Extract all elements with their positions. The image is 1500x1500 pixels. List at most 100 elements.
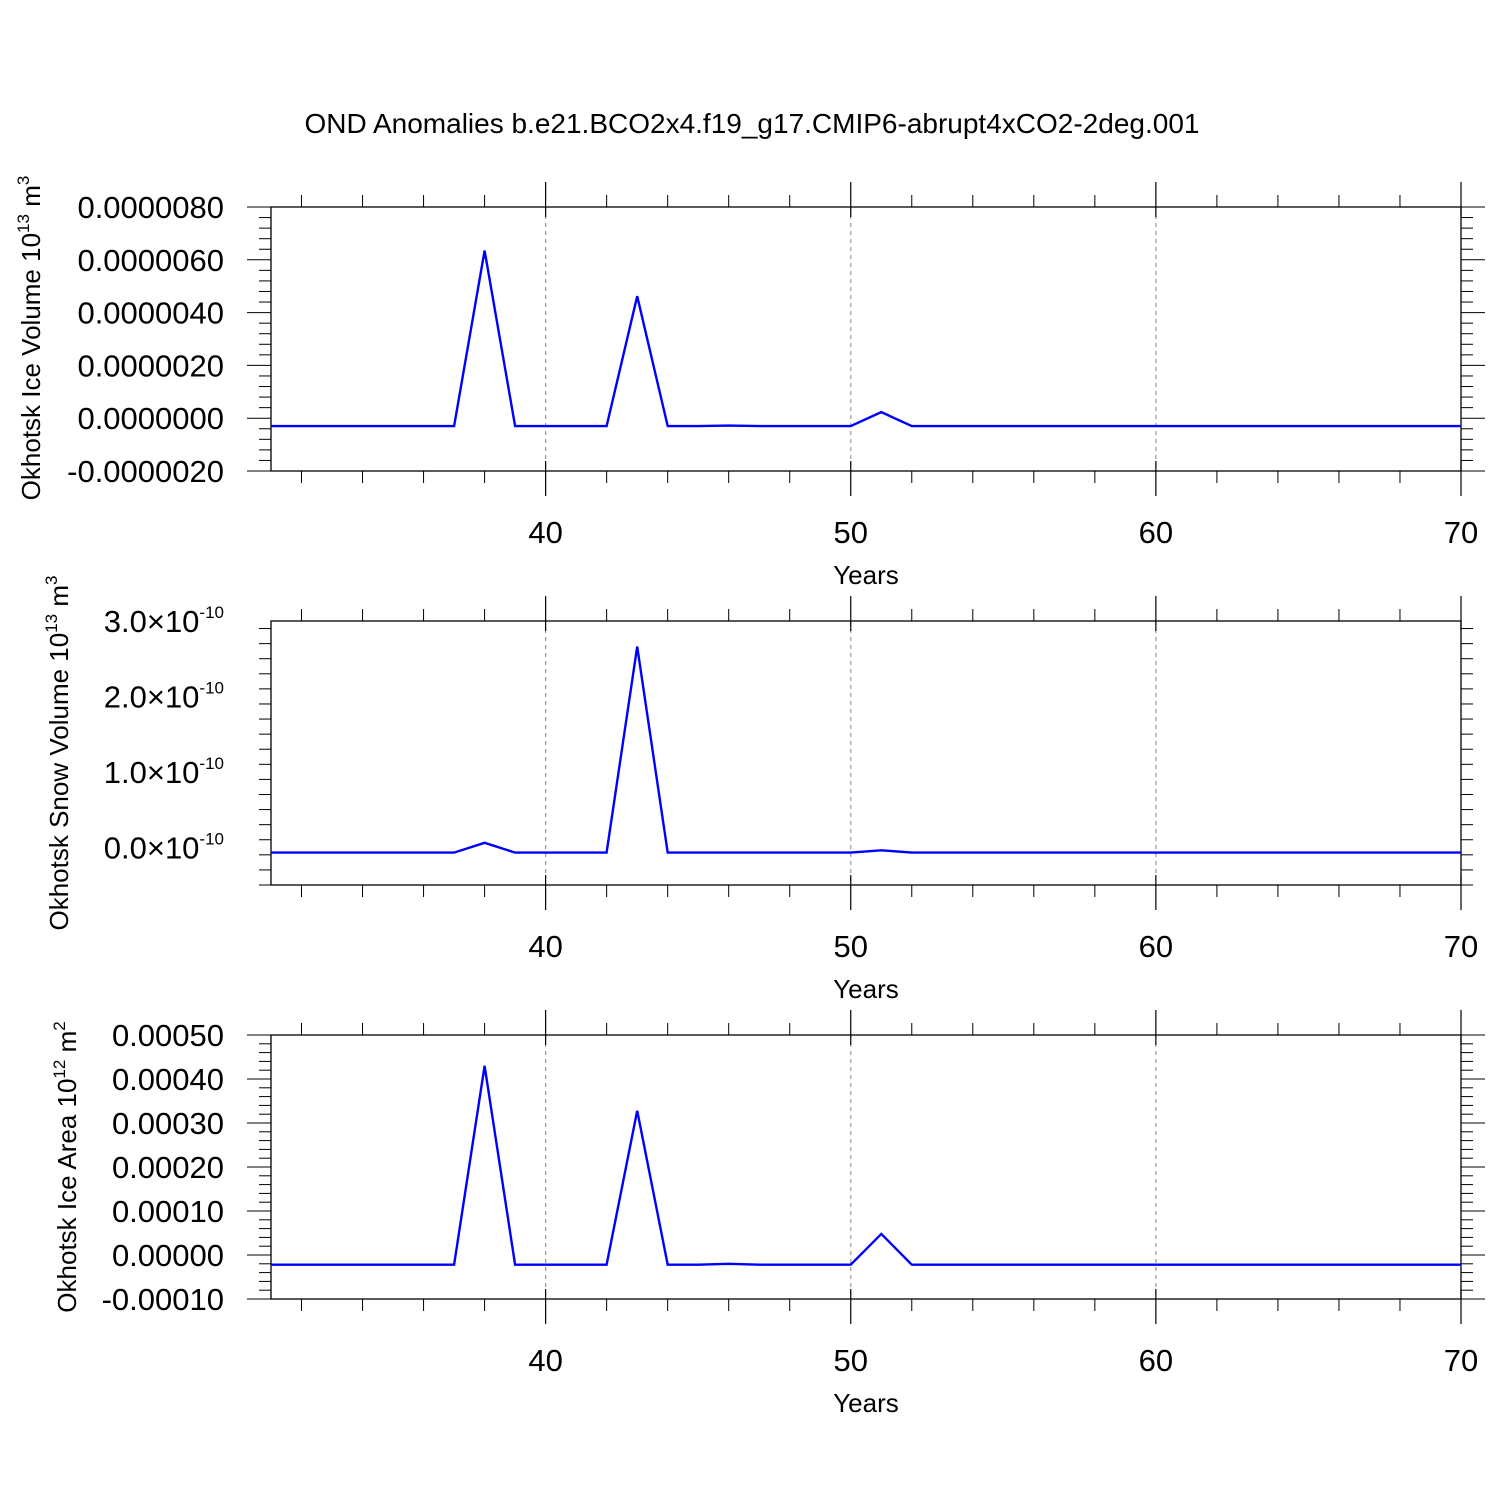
y-tick-label: 0.00020 bbox=[112, 1150, 224, 1185]
x-tick-label: 70 bbox=[1444, 515, 1478, 550]
data-point bbox=[1033, 851, 1035, 853]
data-point bbox=[911, 1264, 913, 1266]
data-point bbox=[300, 851, 302, 853]
x-tick-label: 70 bbox=[1444, 929, 1478, 964]
data-point bbox=[972, 1264, 974, 1266]
data-point bbox=[1307, 425, 1309, 427]
data-point bbox=[1307, 1264, 1309, 1266]
data-point bbox=[514, 425, 516, 427]
data-point bbox=[880, 1233, 882, 1235]
data-point bbox=[422, 425, 424, 427]
data-point bbox=[1399, 1264, 1401, 1266]
data-point bbox=[850, 425, 852, 427]
data-point bbox=[453, 1264, 455, 1266]
data-point bbox=[1155, 425, 1157, 427]
y-tick-label: 0.0×10-10 bbox=[104, 829, 224, 865]
data-point bbox=[667, 1264, 669, 1266]
data-point bbox=[1216, 851, 1218, 853]
x-tick-label: 50 bbox=[834, 1343, 868, 1378]
data-point bbox=[1002, 1264, 1004, 1266]
x-tick-label: 70 bbox=[1444, 1343, 1478, 1378]
data-point bbox=[636, 295, 638, 297]
x-axis-label: Years bbox=[833, 560, 899, 590]
data-point bbox=[392, 1264, 394, 1266]
data-point bbox=[1429, 1264, 1431, 1266]
panel-1: 40 50 60 70 Years -0.0000020 0.0000000 0.000002… bbox=[14, 176, 1485, 590]
data-point bbox=[1246, 425, 1248, 427]
data-point bbox=[1460, 851, 1462, 853]
data-point bbox=[453, 425, 455, 427]
data-point bbox=[1002, 425, 1004, 427]
data-point bbox=[361, 851, 363, 853]
data-point bbox=[1368, 851, 1370, 853]
data-point bbox=[575, 851, 577, 853]
data-point bbox=[514, 851, 516, 853]
x-tick-label: 60 bbox=[1139, 515, 1173, 550]
y-axis-label: Okhotsk Ice Area 1012 m2 bbox=[50, 1021, 82, 1312]
data-point bbox=[1338, 1264, 1340, 1266]
x-tick-label: 60 bbox=[1139, 1343, 1173, 1378]
data-point bbox=[758, 425, 760, 427]
data-point bbox=[392, 425, 394, 427]
data-point bbox=[697, 851, 699, 853]
data-point bbox=[575, 1264, 577, 1266]
data-point bbox=[636, 645, 638, 647]
data-point bbox=[850, 1264, 852, 1266]
data-point bbox=[1460, 425, 1462, 427]
data-point bbox=[789, 851, 791, 853]
data-point bbox=[1368, 1264, 1370, 1266]
data-point bbox=[1063, 425, 1065, 427]
data-point bbox=[972, 425, 974, 427]
data-point bbox=[819, 425, 821, 427]
x-axis-label: Years bbox=[833, 1388, 899, 1418]
data-point bbox=[667, 851, 669, 853]
data-point bbox=[728, 1263, 730, 1265]
data-point bbox=[300, 425, 302, 427]
data-point bbox=[1277, 425, 1279, 427]
data-point bbox=[1185, 425, 1187, 427]
y-tick-label: 0.0000040 bbox=[77, 296, 224, 331]
data-point bbox=[1338, 425, 1340, 427]
data-point bbox=[1216, 1264, 1218, 1266]
y-tick-label: -0.00010 bbox=[102, 1282, 224, 1317]
data-point bbox=[270, 1264, 272, 1266]
x-tick-label: 60 bbox=[1139, 929, 1173, 964]
x-tick-label: 50 bbox=[834, 929, 868, 964]
data-point bbox=[789, 425, 791, 427]
x-tick-label: 50 bbox=[834, 515, 868, 550]
data-point bbox=[1124, 425, 1126, 427]
data-point bbox=[544, 1264, 546, 1266]
data-point bbox=[667, 425, 669, 427]
data-point bbox=[911, 851, 913, 853]
data-point bbox=[911, 425, 913, 427]
data-point bbox=[331, 1264, 333, 1266]
plot-frame bbox=[270, 206, 1462, 472]
x-tick-label: 40 bbox=[528, 1343, 562, 1378]
data-point bbox=[544, 851, 546, 853]
data-point bbox=[605, 1264, 607, 1266]
data-point bbox=[1185, 1264, 1187, 1266]
data-point bbox=[1155, 1264, 1157, 1266]
y-tick-label: 0.00010 bbox=[112, 1194, 224, 1229]
y-tick-label: 0.0000020 bbox=[77, 348, 224, 383]
y-tick-label: 0.00040 bbox=[112, 1062, 224, 1097]
data-point bbox=[361, 425, 363, 427]
y-tick-label: 2.0×10-10 bbox=[104, 678, 224, 714]
data-point bbox=[361, 1264, 363, 1266]
data-point bbox=[819, 851, 821, 853]
data-point bbox=[697, 1264, 699, 1266]
y-tick-label: 0.00030 bbox=[112, 1106, 224, 1141]
data-point bbox=[728, 424, 730, 426]
data-point bbox=[1033, 1264, 1035, 1266]
data-point bbox=[1246, 1264, 1248, 1266]
data-point bbox=[1399, 425, 1401, 427]
y-axis-label: Okhotsk Snow Volume 1013 m3 bbox=[42, 576, 74, 931]
panel-3: 40 50 60 70 Years -0.00010 0.00000 0.00010 0.000… bbox=[50, 1010, 1485, 1418]
data-point bbox=[972, 851, 974, 853]
y-tick-label: -0.0000020 bbox=[67, 454, 224, 489]
data-point bbox=[758, 851, 760, 853]
y-tick-label: 0.00000 bbox=[112, 1238, 224, 1273]
data-point bbox=[1460, 1264, 1462, 1266]
